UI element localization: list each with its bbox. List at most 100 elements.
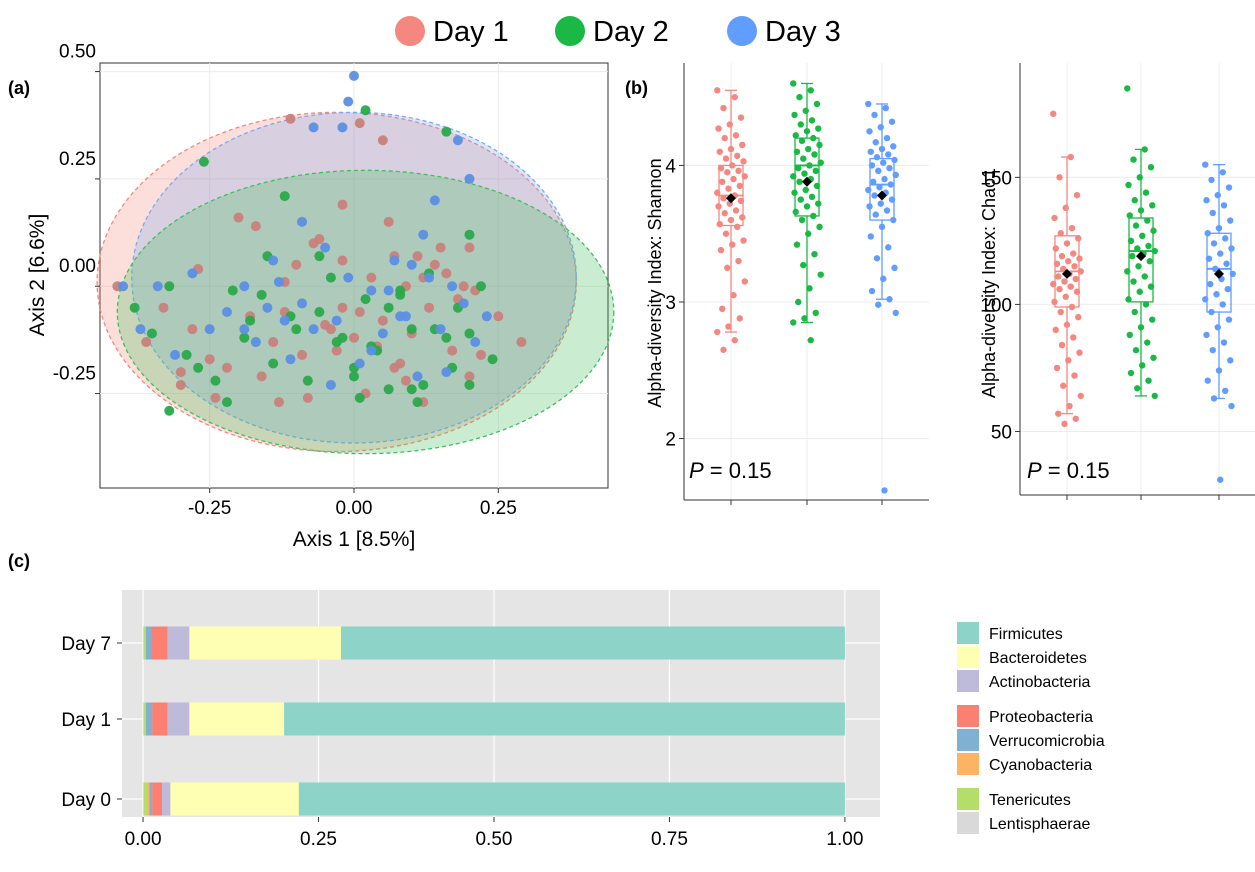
point-day-3	[1214, 324, 1221, 331]
point-day-1	[412, 251, 423, 262]
point-day-1	[729, 162, 736, 169]
point-day-2	[331, 337, 342, 348]
point-day-3	[891, 264, 898, 272]
legend-dot-day2	[555, 16, 585, 46]
point-day-1	[1070, 334, 1077, 341]
point-day-1	[366, 272, 377, 283]
point-day-2	[798, 137, 806, 145]
bar-day-7-proteobacteria	[151, 626, 168, 660]
point-day-3	[1204, 377, 1211, 384]
point-day-3	[888, 118, 896, 125]
point-day-1	[256, 371, 267, 382]
point-day-1	[730, 291, 737, 299]
point-day-2	[811, 250, 818, 258]
point-day-2	[1134, 245, 1141, 252]
point-day-2	[793, 241, 801, 248]
point-day-1	[337, 255, 348, 266]
point-day-3	[343, 96, 354, 107]
bar-day-1-proteobacteria	[152, 702, 168, 736]
panel-label-a: (a)	[8, 78, 30, 98]
point-day-1	[187, 324, 198, 335]
point-day-1	[721, 134, 728, 142]
point-day-2	[816, 223, 823, 231]
panel-label-c: (c)	[8, 551, 30, 571]
point-day-2	[797, 121, 804, 128]
point-day-2	[800, 155, 807, 162]
point-day-3	[458, 298, 469, 309]
point-day-2	[464, 328, 475, 339]
point-day-1	[354, 306, 365, 317]
legend-label-day3: Day 3	[765, 16, 841, 48]
legend-swatch-lentisphaerae	[957, 812, 979, 834]
phylum-x-tick-label: 0.00	[125, 829, 162, 850]
point-day-3	[1220, 202, 1228, 209]
point-day-3	[118, 281, 129, 292]
point-day-2	[792, 132, 799, 139]
point-day-2	[222, 397, 232, 408]
point-day-3	[890, 216, 897, 224]
point-day-3	[887, 181, 894, 188]
point-day-3	[880, 275, 887, 282]
point-day-2	[314, 251, 325, 262]
point-day-1	[727, 145, 735, 153]
point-day-3	[383, 285, 394, 296]
phylum-bar-panel: Day 7 Day 1 Day 0 0.00 0.25 0.50 0.75 1.00 Fir…	[61, 590, 1105, 850]
point-day-3	[279, 315, 290, 326]
point-day-2	[256, 289, 267, 300]
legend-swatch-actinobacteria	[957, 670, 979, 692]
point-day-2	[1146, 258, 1153, 265]
point-day-3	[1205, 255, 1213, 262]
shannon-panel: 2 3 4 Alpha-diversity Index: Shannon P = 0…	[645, 63, 929, 505]
point-day-3	[1217, 476, 1224, 483]
point-day-2	[441, 332, 452, 343]
point-day-2	[164, 405, 175, 416]
point-day-3	[268, 255, 279, 266]
bar-day-0-actinobacteria	[162, 782, 171, 816]
point-day-2	[790, 80, 797, 87]
point-day-3	[1219, 301, 1226, 308]
point-day-3	[891, 156, 898, 164]
point-day-2	[1125, 296, 1132, 303]
point-day-1	[1065, 357, 1072, 364]
point-day-3	[135, 324, 146, 335]
point-day-2	[314, 306, 325, 317]
legend-label-day1: Day 1	[433, 16, 509, 48]
point-day-2	[1132, 222, 1140, 229]
legend-swatch-firmicutes	[957, 622, 979, 644]
point-day-2	[802, 186, 809, 194]
point-day-2	[791, 111, 798, 119]
point-day-1	[441, 268, 452, 279]
point-day-3	[262, 302, 273, 313]
point-day-1	[717, 246, 725, 254]
point-day-3	[885, 151, 892, 158]
point-day-2	[1134, 385, 1141, 392]
point-day-1	[377, 135, 388, 146]
point-day-3	[447, 281, 458, 292]
point-day-1	[1067, 153, 1074, 161]
point-day-3	[878, 145, 886, 153]
point-day-2	[813, 100, 821, 108]
chao1-y-axis-label: Alpha-diversity Index: Chao1	[979, 168, 999, 398]
point-day-2	[1127, 237, 1135, 245]
phylum-x-tick-label: 1.00	[826, 829, 863, 850]
phylum-x-tick-label: 0.50	[475, 829, 512, 850]
point-day-1	[1065, 258, 1072, 265]
point-day-1	[732, 132, 740, 139]
point-day-2	[325, 272, 336, 283]
mean-marker-day-3	[1214, 268, 1224, 279]
point-day-3	[882, 104, 889, 112]
point-day-2	[1127, 369, 1135, 377]
point-day-1	[737, 114, 745, 121]
point-day-3	[870, 178, 877, 186]
point-day-2	[802, 107, 809, 114]
point-day-1	[325, 324, 336, 335]
point-day-2	[806, 162, 813, 169]
point-day-3	[1215, 224, 1223, 232]
point-day-1	[297, 349, 308, 360]
point-day-2	[790, 319, 797, 326]
point-day-3	[1222, 235, 1229, 242]
point-day-3	[377, 328, 388, 339]
point-day-3	[868, 287, 876, 295]
point-day-2	[418, 379, 429, 390]
point-day-1	[285, 113, 296, 124]
